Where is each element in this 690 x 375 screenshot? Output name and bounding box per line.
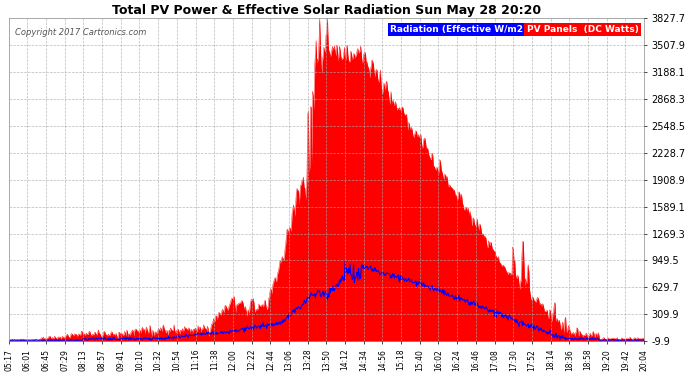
Text: PV Panels  (DC Watts): PV Panels (DC Watts) (526, 25, 638, 34)
Title: Total PV Power & Effective Solar Radiation Sun May 28 20:20: Total PV Power & Effective Solar Radiati… (112, 4, 541, 17)
Text: Copyright 2017 Cartronics.com: Copyright 2017 Cartronics.com (15, 28, 146, 37)
Text: Radiation (Effective W/m2): Radiation (Effective W/m2) (390, 25, 527, 34)
